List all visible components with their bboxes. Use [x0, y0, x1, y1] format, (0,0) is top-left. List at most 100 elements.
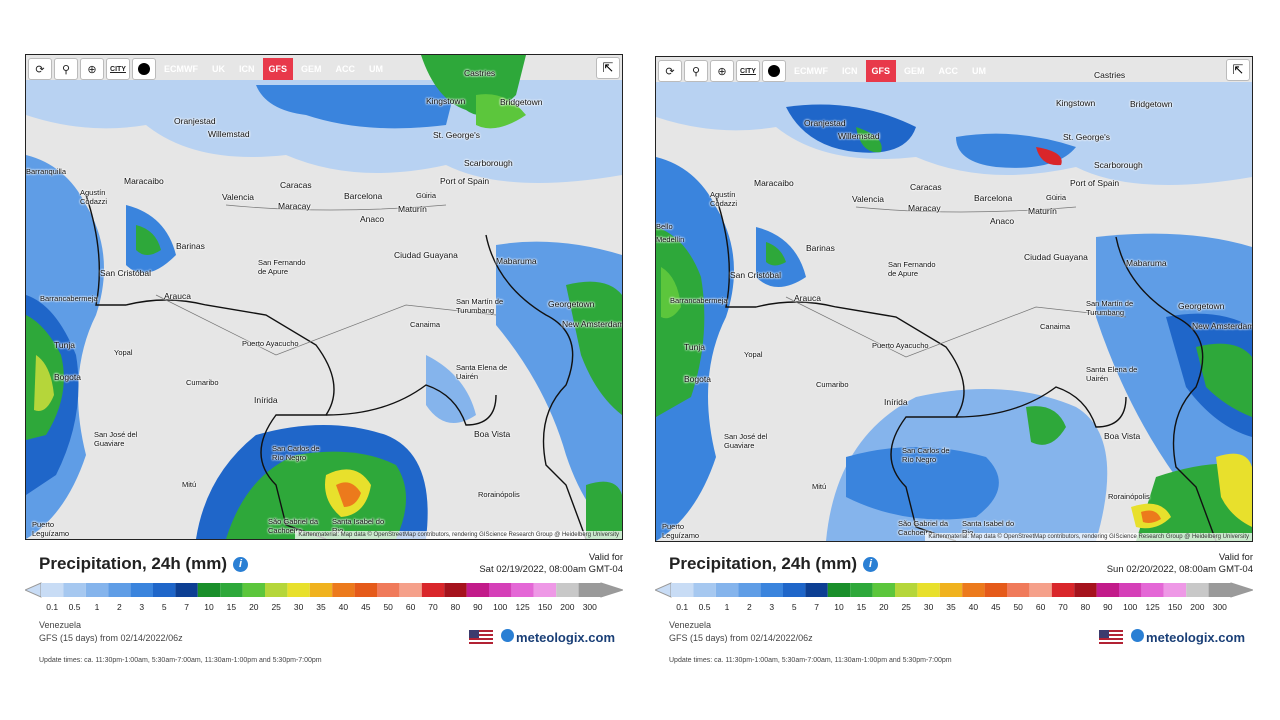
place-label: Port of Spain [440, 176, 490, 186]
place-label: Anaco [360, 214, 385, 224]
update-times: Update times: ca. 11:30pm-1:00am, 5:30am… [669, 657, 952, 664]
region-info: Venezuela GFS (15 days) from 02/14/2022/0… [669, 620, 813, 643]
scale-label: 125 [515, 602, 530, 612]
info-icon[interactable]: i [862, 556, 878, 572]
legend-title: Precipitation, 24h (mm) i [39, 554, 248, 574]
place-label: San Carlos de Río Negro [902, 446, 950, 464]
location-pin-icon[interactable]: ⚲ [54, 58, 78, 80]
place-label: San Fernando de Apure [888, 260, 936, 278]
place-label: São Gabriel da Cachoeira [898, 519, 949, 537]
scale-swatch [850, 583, 873, 597]
place-label: Port of Spain [1070, 178, 1120, 188]
model-button-gem[interactable]: GEM [904, 66, 925, 76]
place-label: Ciudad Guayana [1024, 252, 1088, 262]
refresh-icon[interactable]: ⟳ [28, 58, 52, 80]
model-button-ecmwf[interactable]: ECMWF [164, 64, 198, 74]
brand-name[interactable]: meteologix.com [516, 630, 615, 645]
us-flag-icon[interactable] [1099, 630, 1124, 644]
scale-label: 1 [724, 602, 730, 612]
scale-label: 5 [161, 602, 167, 612]
model-button-gfs[interactable]: GFS [865, 60, 897, 82]
scale-label: 15 [226, 602, 237, 612]
precipitation-map[interactable]: ⟳ ⚲ ⊕ CITY ECMWF ICN GFS GEM ACC UM ⇱ Ca… [655, 56, 1253, 542]
map-image [26, 55, 622, 539]
place-label: Barrancabermeja [670, 296, 728, 305]
place-label: Bello [656, 222, 673, 231]
place-label: Barranquilla [26, 167, 67, 176]
scale-arrow-right [600, 582, 623, 598]
point-toggle-icon[interactable] [132, 58, 156, 80]
scale-swatch [556, 583, 579, 597]
place-label: Valencia [222, 192, 254, 202]
scale-label: 0.1 [46, 602, 59, 612]
place-label: Bogota [684, 374, 711, 384]
place-label: Kingstown [426, 96, 466, 106]
legend-title: Precipitation, 24h (mm) i [669, 554, 878, 574]
place-label: Bridgetown [1130, 99, 1173, 109]
place-label: San Fernando de Apure [258, 258, 306, 276]
place-label: Agustín Codazzi [80, 188, 108, 206]
scale-arrow-left [655, 582, 672, 598]
scale-label: 2 [747, 602, 752, 612]
info-icon[interactable]: i [232, 556, 248, 572]
scale-swatch [399, 583, 422, 597]
place-label: Güiria [1046, 193, 1067, 202]
zoom-icon[interactable]: ⊕ [80, 58, 104, 80]
place-label: Scarborough [464, 158, 513, 168]
scale-label: 90 [473, 602, 483, 612]
place-label: Oranjestad [804, 118, 846, 128]
map-panel-right: ⟳ ⚲ ⊕ CITY ECMWF ICN GFS GEM ACC UM ⇱ Ca… [655, 54, 1253, 674]
place-label: San José del Guaviare [724, 432, 768, 450]
city-toggle-icon[interactable]: CITY [106, 58, 130, 80]
place-label: San Cristóbal [730, 270, 782, 280]
scale-swatch [1007, 583, 1030, 597]
scale-label: 300 [582, 602, 597, 612]
scale-swatch [332, 583, 355, 597]
place-label: San Carlos de Río Negro [272, 444, 320, 462]
model-button-acc[interactable]: ACC [938, 66, 959, 76]
scale-label: 0.1 [676, 602, 689, 612]
model-button-uk[interactable]: UK [212, 64, 225, 74]
share-icon[interactable]: ⇱ [596, 57, 620, 79]
place-label: Puerto Leguízamo [662, 522, 700, 540]
model-button-um[interactable]: UM [369, 64, 384, 74]
place-label: Mitú [812, 482, 827, 491]
city-toggle-icon[interactable]: CITY [736, 60, 760, 82]
valid-date: Valid for Sat 02/19/2022, 08:00am GMT-04 [479, 552, 623, 575]
scale-swatch [1208, 583, 1231, 597]
scale-swatch [377, 583, 400, 597]
model-button-acc[interactable]: ACC [335, 64, 356, 74]
model-button-gfs[interactable]: GFS [262, 58, 294, 80]
scale-swatch [242, 583, 265, 597]
share-icon[interactable]: ⇱ [1226, 59, 1250, 81]
place-label: Tunja [684, 342, 705, 352]
place-label: Mitú [182, 480, 197, 489]
scale-swatch [939, 583, 963, 597]
us-flag-icon[interactable] [469, 630, 494, 644]
model-button-gem[interactable]: GEM [301, 64, 322, 74]
zoom-icon[interactable]: ⊕ [710, 60, 734, 82]
scale-swatch [1119, 583, 1142, 597]
scale-swatch [220, 583, 243, 597]
place-label: Barinas [176, 241, 205, 251]
place-label: New Amsterdam [1192, 321, 1253, 331]
place-label: Inírida [884, 397, 908, 407]
point-toggle-icon[interactable] [762, 60, 786, 82]
scale-swatch [533, 583, 557, 597]
place-label: Canaima [1040, 322, 1071, 331]
refresh-icon[interactable]: ⟳ [658, 60, 682, 82]
model-button-icn[interactable]: ICN [239, 64, 255, 74]
scale-label: 100 [493, 602, 508, 612]
model-button-icn[interactable]: ICN [842, 66, 858, 76]
scale-swatch [444, 583, 467, 597]
scale-label: 70 [428, 602, 438, 612]
location-pin-icon[interactable]: ⚲ [684, 60, 708, 82]
model-button-ecmwf[interactable]: ECMWF [794, 66, 828, 76]
scale-swatch [805, 583, 828, 597]
place-label: Barrancabermeja [40, 294, 98, 303]
scale-label: 100 [1123, 602, 1138, 612]
model-button-um[interactable]: UM [972, 66, 987, 76]
scale-label: 30 [293, 602, 304, 612]
precipitation-map[interactable]: ⟳ ⚲ ⊕ CITY ECMWF UK ICN GFS GEM ACC UM ⇱… [25, 54, 623, 540]
brand-name[interactable]: meteologix.com [1146, 630, 1245, 645]
